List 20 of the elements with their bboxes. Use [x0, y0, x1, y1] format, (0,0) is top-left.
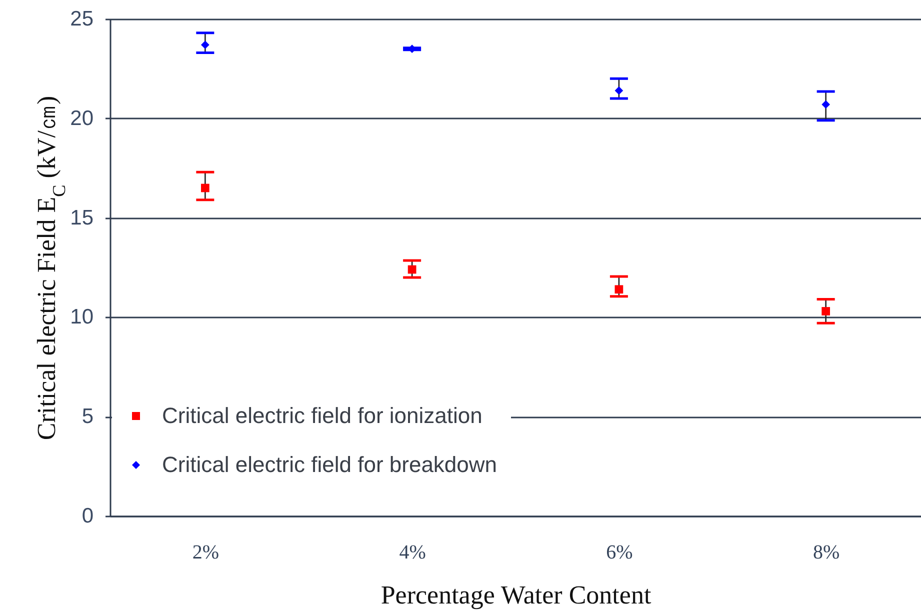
x-tick-label: 6% [606, 542, 633, 564]
y-tick-label: 10 [70, 306, 94, 329]
point [822, 100, 830, 109]
point [200, 40, 210, 50]
point [614, 86, 624, 95]
x-axis-title: Percentage Water Content [380, 580, 652, 610]
x-tick-label: 2% [192, 542, 220, 564]
x-tick-label: 8% [812, 542, 840, 564]
y-tick-label: 20 [70, 106, 94, 130]
point [822, 307, 830, 316]
legend-label: Critical electric field for breakdown [162, 452, 498, 477]
x-tick-label: 4% [399, 542, 426, 564]
y-tick-label: 0 [82, 504, 94, 528]
legend-label: Critical electric field for ionization [162, 403, 482, 428]
point [408, 265, 416, 274]
y-tick-label: 25 [70, 8, 94, 30]
y-tick-label: 5 [82, 405, 94, 428]
point [200, 184, 210, 192]
point [614, 285, 624, 294]
y-tick-label: 15 [70, 206, 94, 230]
